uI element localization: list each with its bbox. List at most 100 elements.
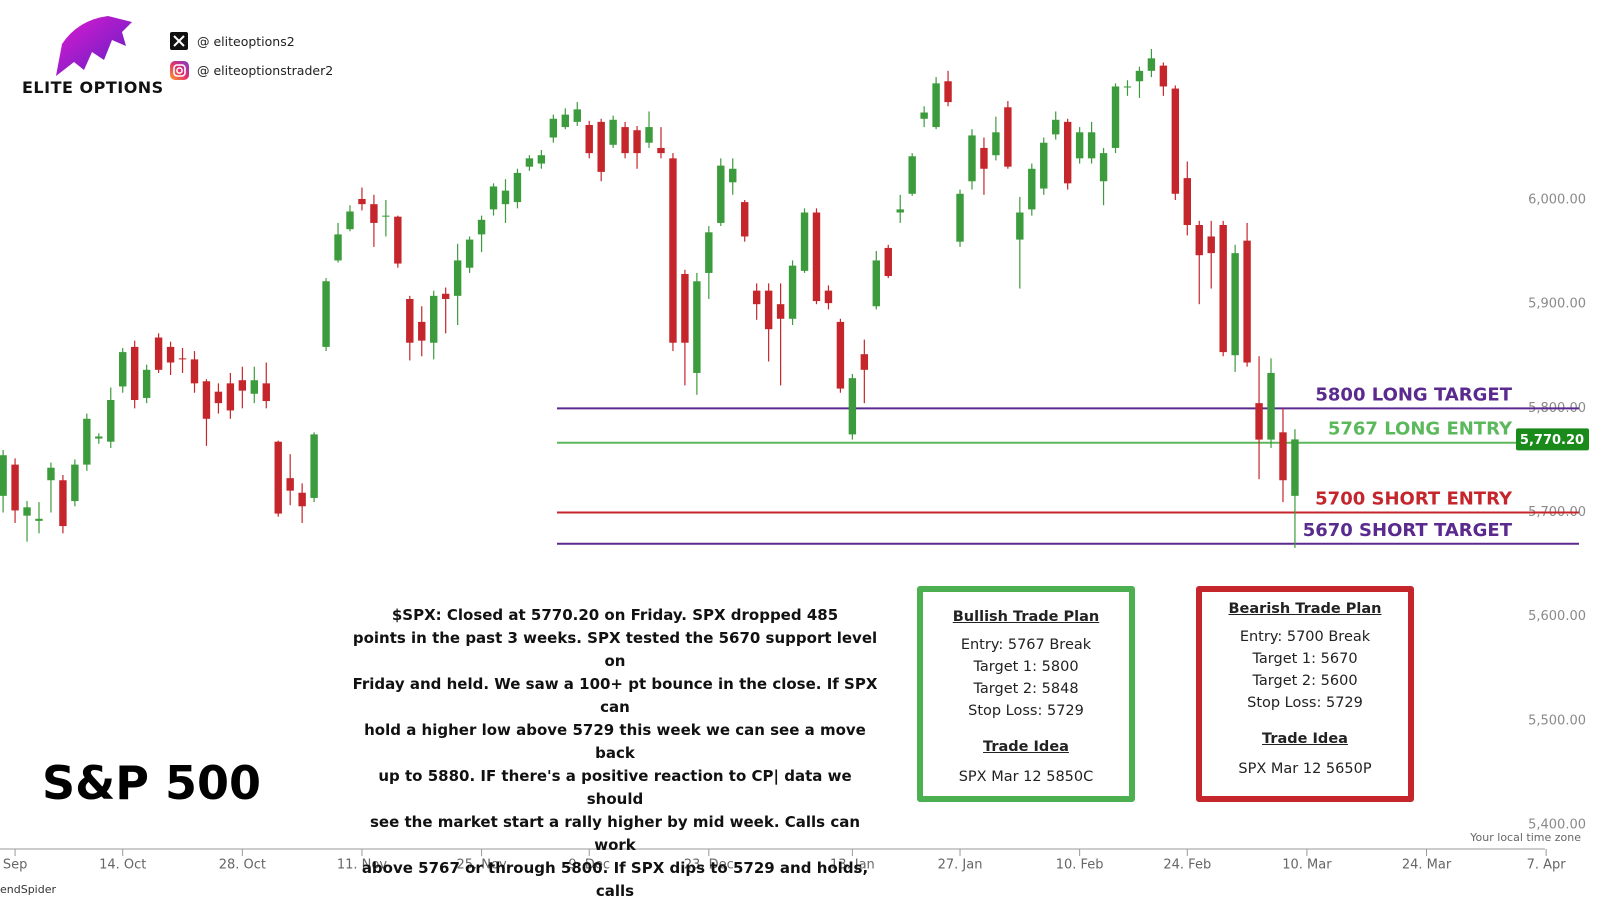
candle-body [741,202,749,237]
candle-body [525,158,534,167]
candle-body [286,478,294,491]
candle-body [130,346,139,401]
commentary-line: hold a higher low above 5729 this week w… [364,721,866,762]
candle-body [1207,236,1215,254]
candle-body [597,121,605,172]
candle-body [453,260,462,296]
candle-body [190,359,199,384]
plan-line: Target 2: 5848 [973,681,1079,697]
candle-body [142,369,151,398]
logo-mark [56,16,132,76]
instagram-icon-glyph [176,67,183,74]
candle-body [1171,88,1180,194]
candle-body [107,400,115,442]
candle-body [992,132,1000,156]
instagram-handle[interactable]: @ eliteoptionstrader2 [197,63,334,78]
candle-body [1135,70,1144,82]
candle-body [71,464,79,502]
commentary-line: Friday and held. We saw a 100+ pt bounce… [352,675,878,716]
candle-body [896,209,904,213]
candle-body [322,281,330,347]
candle-body [262,383,270,402]
candle-body [729,168,737,183]
x-icon-glyph [173,35,185,47]
candle-body [238,380,247,391]
candle-body [441,293,450,299]
candle-body [334,234,342,261]
candle-body [585,125,593,154]
plan-line: Stop Loss: 5729 [1247,695,1363,711]
spacer [1202,714,1408,728]
candle-body [824,290,833,304]
candle-body [166,346,175,363]
candle-body [1040,142,1048,189]
candle-body [860,354,869,370]
idea: SPX Mar 12 5650P [1238,761,1372,777]
candle-body [250,380,259,394]
candle-body [705,232,713,273]
candle-body [1219,225,1227,353]
commentary-line: see the market start a rally higher by m… [369,813,861,854]
x-tick-label: 27. Jan [938,858,983,873]
candle-body [800,212,809,271]
x-tick-label: 24. Mar [1402,858,1452,873]
candle-body [1243,240,1251,363]
commentary-line: above 5767 or through 5800. If SPX dips … [361,859,869,900]
last-price-label: 5,770.20 [1520,433,1584,448]
brand: ELITE OPTIONS [22,78,164,97]
x-tick-label: 11. Nov [337,858,387,873]
candle-body [920,112,928,119]
candle-body [1016,212,1024,240]
candle-body [609,119,617,145]
candle-body [1123,86,1132,88]
plan-line: Stop Loss: 5729 [968,703,1084,719]
y-tick-label: 6,000.00 [1528,193,1586,208]
candle-body [836,321,845,389]
candle-body [1267,372,1275,440]
candle-body [968,135,976,182]
candle-body [23,507,31,516]
candle-body [1291,439,1299,496]
plan-title: Bearish Trade Plan [1228,601,1382,617]
candle-body [154,337,163,370]
candle-body [47,467,55,481]
x-tick-label: 10. Feb [1056,858,1104,873]
candle-body [0,455,7,496]
candle-body [1195,225,1203,256]
x-tick-label: 7. Apr [1527,858,1567,873]
x-tick-label: 10. Mar [1282,858,1332,873]
bearish-plan: Bearish Trade Plan Entry: 5700 Break Targe… [1196,586,1414,802]
candle-body [1052,119,1060,135]
candle-body [633,130,641,154]
candle-body [406,298,414,343]
chart-title: S&P 500 [42,756,261,810]
y-tick-label: 5,900.00 [1528,297,1586,312]
plan-line: Entry: 5767 Break [960,637,1092,653]
candle-body [980,147,988,169]
x-tick-label: 24. Feb [1163,858,1211,873]
spacer [923,722,1129,736]
candle-body [812,212,821,302]
candle-body [226,383,235,411]
candle-body [1279,432,1287,481]
candle-body [1028,168,1036,210]
candle-body [1099,153,1108,182]
price-level-label: 5670 SHORT TARGET [1303,520,1513,541]
candle-body [59,480,67,527]
candle-body [561,114,569,128]
candle-body [346,211,354,230]
candle-body [298,492,306,507]
y-tick-label: 5,500.00 [1528,713,1586,728]
candle-body [418,321,426,341]
candle-body [1159,65,1168,87]
candle-body [35,518,43,521]
candle-body [621,127,629,154]
x-handle[interactable]: @ eliteoptions2 [197,34,295,49]
candle-body [908,156,916,194]
candle-body [884,247,892,277]
commentary: $SPX: Closed at 5770.20 on Friday. SPX d… [350,604,880,900]
candle-body [358,198,366,205]
y-tick-label: 5,600.00 [1528,609,1586,624]
candle-body [872,260,880,307]
